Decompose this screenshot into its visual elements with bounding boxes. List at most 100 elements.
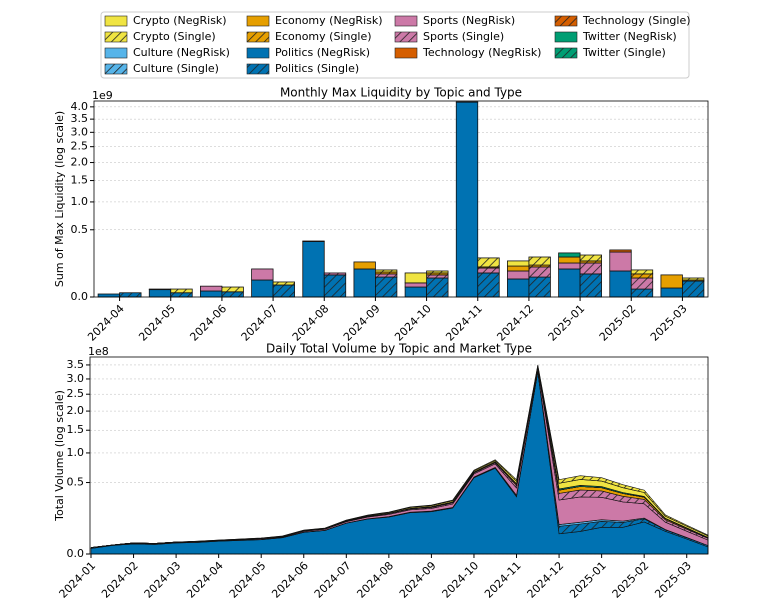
legend-swatch <box>246 63 270 75</box>
legend-label: Culture (Single) <box>133 62 219 75</box>
legend-swatch <box>554 15 578 27</box>
legend-label: Culture (NegRisk) <box>133 46 230 59</box>
plot-frame <box>93 100 709 298</box>
x-tick-label: 2024-11 <box>482 559 524 601</box>
bar-segment <box>251 279 274 298</box>
bar-segment <box>221 286 244 293</box>
bar-segment <box>200 290 223 298</box>
legend-label: Sports (Single) <box>423 30 504 43</box>
bar-segment <box>119 292 142 298</box>
legend-label: Economy (NegRisk) <box>275 14 383 27</box>
legend-label: Twitter (Single) <box>582 46 666 59</box>
y-tick-label: 0.0 <box>67 547 85 560</box>
bar-segment <box>660 287 683 298</box>
x-tick-label: 2024-06 <box>187 302 229 344</box>
x-tick-label: 2024-10 <box>440 559 482 601</box>
bar-segment <box>455 101 479 298</box>
y-tick-label: 3.0 <box>71 125 89 138</box>
bar-segment <box>221 291 244 298</box>
bar-segment <box>528 276 551 298</box>
bar-segment <box>323 274 347 298</box>
y-tick-label: 1.5 <box>71 174 89 187</box>
plot-frame <box>89 356 709 555</box>
bar-segment <box>507 265 530 272</box>
bar-segment <box>477 272 500 298</box>
bar-segment <box>323 272 347 276</box>
bar-segment <box>609 249 632 253</box>
bar-segment <box>630 277 654 290</box>
x-tick-label: 2025-01 <box>546 302 588 344</box>
bar-segment <box>579 262 602 275</box>
x-tick-label: 2024-07 <box>239 302 281 344</box>
legend-swatch <box>554 47 578 59</box>
legend-label: Crypto (NegRisk) <box>133 14 227 27</box>
y-tick-label: 1.5 <box>67 423 85 436</box>
y-tick-label: 2.5 <box>67 387 85 400</box>
legend-label: Politics (Single) <box>275 62 359 75</box>
x-tick-label: 2024-07 <box>312 559 354 601</box>
chart-title: Monthly Max Liquidity by Topic and Type <box>280 86 522 100</box>
x-tick-label: 2024-08 <box>354 559 396 601</box>
x-tick-label: 2024-01 <box>57 559 99 601</box>
legend-label: Politics (NegRisk) <box>275 46 370 59</box>
bar-segment <box>426 277 449 298</box>
x-tick-label: 2025-03 <box>652 559 694 601</box>
bar-segment <box>97 293 120 298</box>
bar-segment <box>426 274 449 279</box>
bar-segment <box>404 282 427 288</box>
x-tick-label: 2024-08 <box>290 302 332 344</box>
x-tick-label: 2024-05 <box>227 559 269 601</box>
x-tick-label: 2024-09 <box>341 302 383 344</box>
x-tick-label: 2024-12 <box>525 559 567 601</box>
bar-segment <box>507 270 530 280</box>
x-tick-label: 2024-12 <box>494 302 536 344</box>
bar-segment <box>251 268 274 281</box>
y-tick-label: 1.0 <box>67 446 85 459</box>
y-tick-label: 4.0 <box>71 100 89 113</box>
x-tick-label: 2025-01 <box>567 559 609 601</box>
legend-swatch <box>104 47 128 59</box>
bar-segment <box>660 274 683 289</box>
bar-segment <box>630 269 654 275</box>
bar-segment <box>477 257 500 268</box>
bar-segment <box>272 281 295 286</box>
bar-segment <box>507 260 530 267</box>
bar-segment <box>170 292 193 298</box>
y-tick-label: 3.5 <box>71 112 89 125</box>
x-tick-label: 2025-03 <box>648 302 690 344</box>
legend-label: Twitter (NegRisk) <box>582 30 677 43</box>
bar-segment <box>477 267 500 274</box>
legend-swatch <box>394 47 418 59</box>
legend-label: Technology (Single) <box>582 14 691 27</box>
y-axis-label: Total Volume (log scale) <box>53 390 66 522</box>
x-tick-label: 2024-06 <box>269 559 311 601</box>
legend-label: Technology (NegRisk) <box>422 46 541 59</box>
legend-swatch <box>394 31 418 43</box>
bar-segment <box>375 269 398 273</box>
bar-segment <box>630 273 654 279</box>
legend-box <box>100 11 690 79</box>
bar-segment <box>375 276 398 298</box>
bar-segment <box>170 288 193 294</box>
y-tick-label: 2.0 <box>67 404 85 417</box>
bar-segment <box>426 270 449 274</box>
bar-segment <box>528 256 551 266</box>
y-tick-label: 3.0 <box>67 372 85 385</box>
legend-swatch <box>104 63 128 75</box>
y-tick-label: 2.0 <box>71 156 89 169</box>
bar-segment <box>375 273 398 278</box>
x-tick-label: 2024-03 <box>142 559 184 601</box>
legend-swatch <box>394 15 418 27</box>
legend-swatch <box>104 15 128 27</box>
x-tick-label: 2024-04 <box>184 559 226 601</box>
bar-segment <box>353 268 376 298</box>
x-tick-label: 2024-11 <box>443 302 485 344</box>
y-tick-label: 2.5 <box>71 140 89 153</box>
chart-title: Daily Total Volume by Topic and Market T… <box>266 342 532 356</box>
x-tick-label: 2024-05 <box>136 302 178 344</box>
x-tick-label: 2024-04 <box>85 302 127 344</box>
bar-segment <box>404 272 427 284</box>
bar-segment <box>302 241 325 298</box>
